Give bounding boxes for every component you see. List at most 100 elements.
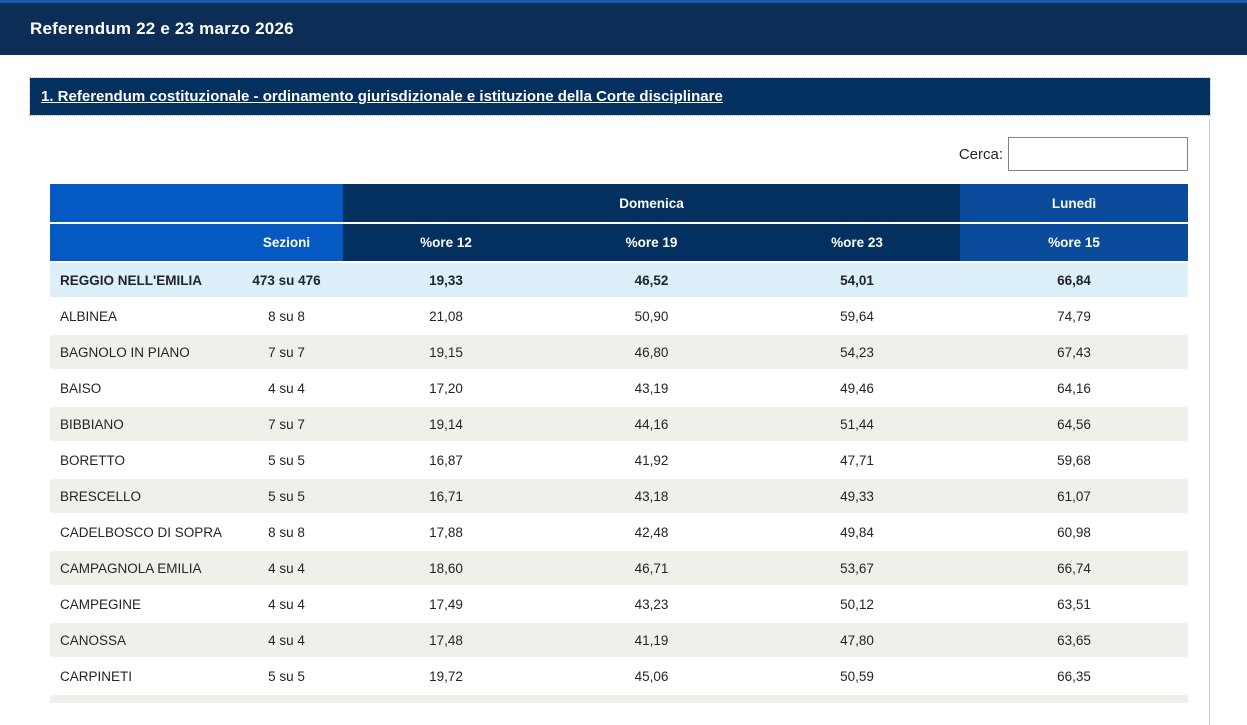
cell-ore12: 16,87: [343, 442, 549, 479]
cell-ore15: 74,79: [960, 298, 1189, 335]
cell-ore12: 16,71: [343, 478, 549, 515]
cell-comune: BAISO: [50, 370, 230, 407]
table-row: BIBBIANO 7 su 7 19,14 44,16 51,44 64,56: [50, 406, 1189, 443]
cell-ore12: 19,14: [343, 406, 549, 443]
cell-ore19: 41,92: [549, 442, 754, 479]
cell-ore12: 17,48: [343, 622, 549, 659]
cell-ore15: 59,68: [960, 442, 1189, 479]
group-header-empty: [50, 184, 343, 224]
cell-ore19: 46,80: [549, 334, 754, 371]
cell-ore15: 66,35: [960, 658, 1189, 695]
cell-sezioni: 8 su 8: [230, 298, 343, 335]
cell-sezioni: 8 su 8: [230, 514, 343, 551]
cell-sezioni: 5 su 5: [230, 658, 343, 695]
cell-ore12: 17,20: [343, 370, 549, 407]
cell-ore23: 59,64: [754, 298, 961, 335]
table-wrapper: Domenica Lunedì Sezioni %ore 12 %ore 19 …: [50, 184, 1189, 695]
cell-ore12: 21,08: [343, 298, 549, 335]
table-row: REGGIO NELL'EMILIA 473 su 476 19,33 46,52 54…: [50, 262, 1189, 299]
cell-ore12: 19,72: [343, 658, 549, 695]
cell-ore19: 46,71: [549, 550, 754, 587]
col-header-ore15[interactable]: %ore 15: [960, 223, 1189, 263]
cell-comune: CANOSSA: [50, 622, 230, 659]
table-row: CANOSSA 4 su 4 17,48 41,19 47,80 63,65: [50, 622, 1189, 659]
cell-ore23: 47,80: [754, 622, 961, 659]
table-row: BAGNOLO IN PIANO 7 su 7 19,15 46,80 54,23 67,…: [50, 334, 1189, 371]
main-content: 1. Referendum costituzionale - ordinamen…: [29, 77, 1211, 703]
cell-ore15: 60,98: [960, 514, 1189, 551]
cell-ore23: 49,84: [754, 514, 961, 551]
cell-ore19: 44,16: [549, 406, 754, 443]
table-row: BRESCELLO 5 su 5 16,71 43,18 49,33 61,07: [50, 478, 1189, 515]
cell-sezioni: 4 su 4: [230, 586, 343, 623]
cell-comune: CADELBOSCO DI SOPRA: [50, 514, 230, 551]
cell-ore23: 54,01: [754, 262, 961, 299]
cell-sezioni: 4 su 4: [230, 622, 343, 659]
cell-ore23: 51,44: [754, 406, 961, 443]
app-header: Referendum 22 e 23 marzo 2026: [0, 0, 1247, 55]
table-row: ALBINEA 8 su 8 21,08 50,90 59,64 74,79: [50, 298, 1189, 335]
cell-ore15: 61,07: [960, 478, 1189, 515]
cell-sezioni: 7 su 7: [230, 406, 343, 443]
cell-comune: BIBBIANO: [50, 406, 230, 443]
app-title: Referendum 22 e 23 marzo 2026: [30, 19, 294, 38]
table-body: REGGIO NELL'EMILIA 473 su 476 19,33 46,52 54…: [50, 262, 1189, 695]
cell-ore19: 50,90: [549, 298, 754, 335]
section-title-link[interactable]: 1. Referendum costituzionale - ordinamen…: [41, 88, 723, 105]
column-header-row: Sezioni %ore 12 %ore 19 %ore 23 %ore 15: [50, 223, 1189, 263]
cell-ore19: 41,19: [549, 622, 754, 659]
cell-ore19: 46,52: [549, 262, 754, 299]
search-label: Cerca:: [958, 145, 1003, 163]
cell-ore15: 66,74: [960, 550, 1189, 587]
next-row-partial: [50, 695, 1188, 703]
group-header-domenica: Domenica: [343, 184, 961, 224]
cell-ore23: 49,46: [754, 370, 961, 407]
col-header-ore12[interactable]: %ore 12: [343, 223, 549, 263]
cell-ore23: 49,33: [754, 478, 961, 515]
cell-ore15: 64,56: [960, 406, 1189, 443]
cell-sezioni: 4 su 4: [230, 370, 343, 407]
table-row: CAMPEGINE 4 su 4 17,49 43,23 50,12 63,51: [50, 586, 1189, 623]
cell-ore15: 63,51: [960, 586, 1189, 623]
cell-ore12: 17,88: [343, 514, 549, 551]
cell-ore19: 42,48: [549, 514, 754, 551]
cell-sezioni: 7 su 7: [230, 334, 343, 371]
cell-comune: BRESCELLO: [50, 478, 230, 515]
group-header-row: Domenica Lunedì: [50, 184, 1189, 224]
table-row: BAISO 4 su 4 17,20 43,19 49,46 64,16: [50, 370, 1189, 407]
cell-comune: CAMPEGINE: [50, 586, 230, 623]
col-header-ore23[interactable]: %ore 23: [754, 223, 961, 263]
cell-comune: REGGIO NELL'EMILIA: [50, 262, 230, 299]
cell-comune: CARPINETI: [50, 658, 230, 695]
cell-ore23: 53,67: [754, 550, 961, 587]
cell-ore19: 43,19: [549, 370, 754, 407]
cell-comune: ALBINEA: [50, 298, 230, 335]
table-row: BORETTO 5 su 5 16,87 41,92 47,71 59,68: [50, 442, 1189, 479]
cell-ore15: 64,16: [960, 370, 1189, 407]
search-row: Cerca:: [30, 137, 1188, 171]
cell-ore12: 19,15: [343, 334, 549, 371]
cell-ore23: 54,23: [754, 334, 961, 371]
col-header-ore19[interactable]: %ore 19: [549, 223, 754, 263]
table-row: CADELBOSCO DI SOPRA 8 su 8 17,88 42,48 49,84…: [50, 514, 1189, 551]
cell-sezioni: 4 su 4: [230, 550, 343, 587]
cell-ore19: 45,06: [549, 658, 754, 695]
cell-comune: BORETTO: [50, 442, 230, 479]
cell-sezioni: 473 su 476: [230, 262, 343, 299]
cell-comune: CAMPAGNOLA EMILIA: [50, 550, 230, 587]
cell-ore12: 19,33: [343, 262, 549, 299]
cell-ore12: 17,49: [343, 586, 549, 623]
search-input[interactable]: [1008, 137, 1188, 171]
col-header-comune[interactable]: [50, 223, 230, 263]
cell-ore15: 66,84: [960, 262, 1189, 299]
content-right-border: [1209, 119, 1210, 725]
cell-sezioni: 5 su 5: [230, 478, 343, 515]
col-header-sezioni[interactable]: Sezioni: [230, 223, 343, 263]
cell-ore15: 63,65: [960, 622, 1189, 659]
cell-ore23: 47,71: [754, 442, 961, 479]
cell-ore19: 43,23: [549, 586, 754, 623]
table-row: CARPINETI 5 su 5 19,72 45,06 50,59 66,35: [50, 658, 1189, 695]
cell-ore23: 50,59: [754, 658, 961, 695]
cell-ore23: 50,12: [754, 586, 961, 623]
cell-ore15: 67,43: [960, 334, 1189, 371]
